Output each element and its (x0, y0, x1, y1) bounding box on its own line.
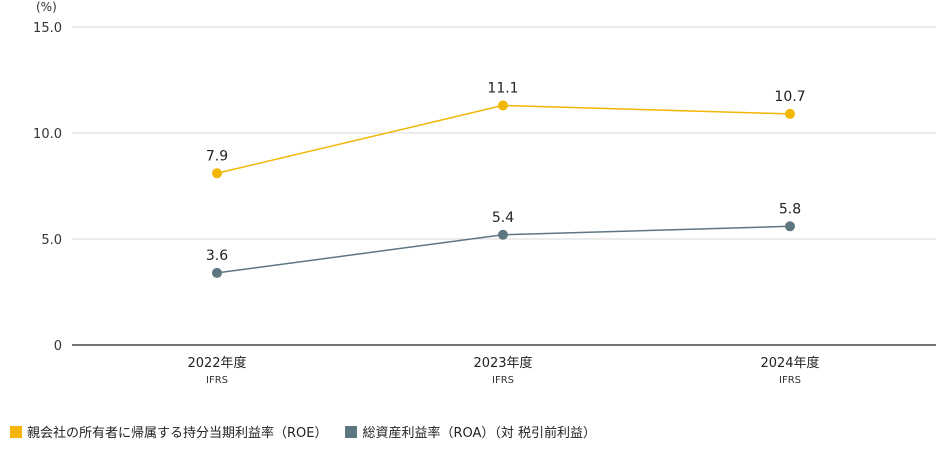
legend: 親会社の所有者に帰属する持分当期利益率（ROE） 総資産利益率（ROA）（対 税… (10, 422, 614, 441)
x-category-sublabel: IFRS (492, 375, 514, 386)
legend-label-roe: 親会社の所有者に帰属する持分当期利益率（ROE） (27, 426, 328, 441)
y-unit-label: (%) (36, 0, 57, 14)
x-category-sublabel: IFRS (779, 375, 801, 386)
legend-item-roe: 親会社の所有者に帰属する持分当期利益率（ROE） (10, 422, 327, 441)
data-label: 3.6 (206, 248, 228, 264)
data-label: 10.7 (774, 89, 805, 105)
y-tick-label: 0 (54, 339, 62, 354)
data-label: 5.8 (779, 201, 801, 217)
series-group: 7.9 11.1 10.7 3.6 5.4 5.8 (206, 80, 806, 278)
x-axis: 2022年度 IFRS 2023年度 IFRS 2024年度 IFRS (72, 344, 936, 386)
data-point (785, 221, 795, 232)
x-category-sublabel: IFRS (206, 375, 228, 386)
legend-label-roa: 総資産利益率（ROA）（対 税引前利益） (362, 426, 597, 441)
x-category-label: 2023年度 (473, 355, 532, 371)
data-point (212, 267, 222, 278)
data-label: 11.1 (487, 80, 518, 96)
x-category-label: 2024年度 (760, 355, 819, 371)
data-label: 7.9 (206, 148, 228, 164)
data-point (498, 229, 508, 240)
line-chart: (%) 15.010.05.00 2022年度IFRS2023年度IFRS202… (33, 0, 936, 386)
gridlines (72, 26, 936, 240)
y-tick-label: 5.0 (41, 233, 62, 248)
legend-swatch-roa (345, 425, 358, 438)
legend-swatch-roe (10, 425, 22, 438)
y-axis: 15.0 10.0 5.0 0 (33, 21, 62, 354)
legend-item-roa: 総資産利益率（ROA）（対 税引前利益） (345, 422, 596, 441)
data-point (212, 168, 222, 179)
series-line-0 (216, 104, 791, 175)
data-point (498, 100, 508, 111)
y-tick-label: 15.0 (33, 21, 62, 36)
x-category-label: 2022年度 (187, 355, 246, 371)
data-label: 5.4 (492, 210, 514, 226)
y-tick-label: 10.0 (33, 127, 62, 142)
data-point (785, 108, 795, 119)
